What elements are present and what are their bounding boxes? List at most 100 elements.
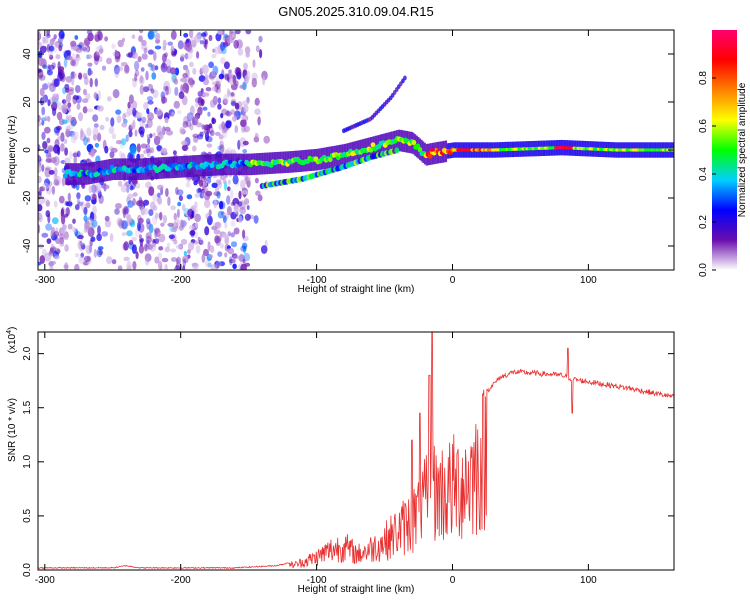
noise-blob <box>180 219 185 228</box>
noise-blob <box>254 132 259 139</box>
noise-blob <box>76 192 81 200</box>
noise-blob <box>200 98 205 107</box>
noise-blob <box>127 193 134 199</box>
noise-blob <box>83 207 88 216</box>
noise-blob <box>230 101 237 107</box>
noise-blob <box>181 140 188 146</box>
noise-blob <box>208 61 215 69</box>
noise-blob <box>59 237 64 245</box>
hotspot <box>429 148 436 152</box>
noise-blob <box>254 97 260 106</box>
noise-blob <box>72 131 79 140</box>
noise-blob <box>82 72 88 79</box>
noise-blob <box>42 141 48 150</box>
noise-blob <box>124 206 130 215</box>
noise-blob <box>146 151 151 158</box>
noise-blob <box>244 175 249 185</box>
noise-blob <box>78 256 85 264</box>
noise-blob <box>180 238 188 245</box>
noise-blob <box>60 214 66 225</box>
noise-blob <box>76 150 81 158</box>
noise-blob <box>71 71 76 79</box>
noise-blob <box>191 116 199 126</box>
noise-blob <box>257 194 263 202</box>
noise-blob <box>56 112 61 119</box>
noise-blob <box>196 51 200 59</box>
noise-blob <box>44 167 51 178</box>
noise-blob <box>220 41 226 51</box>
noise-blob <box>50 229 55 240</box>
noise-blob <box>225 120 232 129</box>
noise-blob <box>182 121 189 128</box>
noise-blob <box>204 199 211 209</box>
noise-blob <box>210 263 218 270</box>
noise-blob <box>93 51 100 62</box>
top-x-tick-label: -200 <box>171 275 191 286</box>
noise-blob <box>63 138 68 144</box>
noise-blob <box>141 39 147 46</box>
noise-blob <box>199 131 204 137</box>
noise-blob <box>147 244 153 250</box>
noise-blob <box>49 54 54 60</box>
noise-blob <box>73 155 77 164</box>
top-x-axis-title: Height of straight line (km) <box>298 284 415 295</box>
noise-blob <box>139 84 144 95</box>
noise-blob <box>85 244 93 255</box>
noise-blob <box>72 52 76 61</box>
noise-blob <box>84 224 91 233</box>
noise-blob <box>65 87 70 93</box>
noise-blob <box>160 63 168 70</box>
noise-blob <box>242 149 248 154</box>
noise-blob <box>38 121 42 127</box>
noise-blob <box>221 46 227 55</box>
noise-blob <box>230 220 236 227</box>
noise-blob <box>198 187 202 193</box>
noise-blob <box>147 30 155 40</box>
noise-blob <box>75 85 81 93</box>
noise-blob <box>83 88 87 96</box>
noise-blob <box>185 182 191 188</box>
noise-blob <box>222 177 227 185</box>
top-y-tick-label: -40 <box>22 238 33 253</box>
noise-blob <box>61 119 68 125</box>
noise-blob <box>218 200 224 210</box>
noise-blob <box>138 234 142 240</box>
noise-blob <box>170 205 176 211</box>
noise-blob <box>254 108 261 115</box>
noise-blob <box>66 55 73 61</box>
noise-blob <box>96 233 102 242</box>
noise-blob <box>170 257 178 262</box>
noise-blob <box>125 134 129 142</box>
noise-blob <box>169 67 177 75</box>
noise-blob <box>126 214 131 221</box>
noise-blob <box>47 64 55 71</box>
noise-blob <box>65 76 73 83</box>
noise-blob <box>164 126 171 132</box>
noise-blob <box>201 189 207 199</box>
noise-blob <box>183 32 189 38</box>
noise-blob <box>173 100 180 109</box>
snr-background <box>38 332 674 570</box>
noise-blob <box>116 115 122 124</box>
hotspot <box>463 148 470 152</box>
noise-blob <box>155 212 158 220</box>
noise-blob <box>74 204 80 211</box>
noise-blob <box>116 66 124 72</box>
noise-blob <box>62 232 69 240</box>
noise-blob <box>221 121 226 130</box>
noise-blob <box>189 78 194 88</box>
noise-blob <box>61 99 67 104</box>
noise-blob <box>140 43 144 50</box>
noise-blob <box>47 99 51 107</box>
noise-blob <box>168 234 175 240</box>
noise-blob <box>61 33 65 40</box>
noise-blob <box>237 139 241 150</box>
noise-blob <box>186 112 194 121</box>
noise-blob <box>40 117 47 122</box>
noise-blob <box>118 219 125 229</box>
noise-blob <box>46 69 53 76</box>
noise-blob <box>83 76 89 86</box>
noise-blob <box>38 189 42 196</box>
noise-blob <box>156 145 163 151</box>
